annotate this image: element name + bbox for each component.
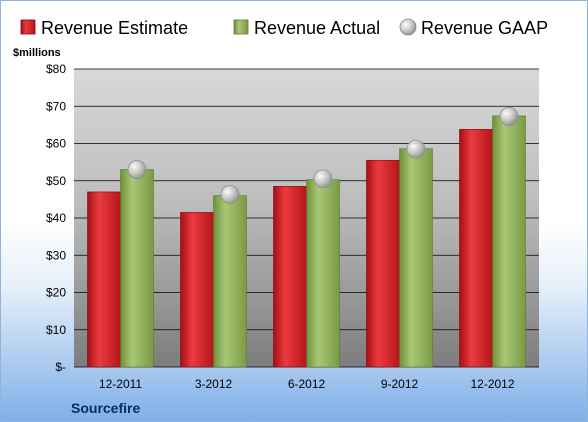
x-tick-label: 9-2012 bbox=[381, 377, 419, 391]
bar-actual bbox=[120, 169, 154, 368]
y-tick-label: $40 bbox=[46, 211, 66, 225]
y-tick-label: $80 bbox=[46, 62, 66, 76]
y-tick-label: $30 bbox=[46, 248, 66, 262]
gaap-marker bbox=[406, 139, 426, 159]
y-tick-label: $50 bbox=[46, 174, 66, 188]
gaap-marker bbox=[313, 169, 333, 189]
bar-estimate bbox=[459, 129, 493, 368]
gaap-marker bbox=[499, 106, 519, 126]
legend-label: Revenue Actual bbox=[254, 18, 380, 38]
legend-label: Revenue Estimate bbox=[41, 18, 188, 38]
legend-label: Revenue GAAP bbox=[421, 18, 548, 38]
legend-swatch bbox=[399, 18, 417, 36]
y-tick-label: $10 bbox=[46, 323, 66, 337]
gaap-marker bbox=[127, 160, 147, 179]
y-axis-labels: $- $10 $20 $30 $40 $50 $60 $70 $80 bbox=[46, 62, 66, 374]
gaap-markers bbox=[127, 106, 519, 204]
bar-estimate bbox=[366, 159, 400, 368]
y-tick-label: $- bbox=[55, 360, 66, 374]
y-tick-label: $20 bbox=[46, 286, 66, 300]
bar-actual bbox=[306, 179, 340, 368]
legend: Revenue Estimate Revenue Actual Revenue GA… bbox=[20, 18, 548, 38]
legend-swatch bbox=[20, 19, 36, 35]
y-tick-label: $60 bbox=[46, 137, 66, 151]
gaap-marker bbox=[220, 185, 240, 204]
x-tick-label: 12-2011 bbox=[99, 377, 142, 391]
legend-swatch bbox=[233, 19, 249, 35]
y-tick-label: $70 bbox=[46, 99, 66, 113]
bar-estimate bbox=[87, 191, 121, 368]
x-tick-label: 6-2012 bbox=[288, 377, 326, 391]
x-tick-label: 12-2012 bbox=[470, 377, 514, 391]
bar-actual bbox=[399, 148, 433, 368]
bar-actual bbox=[213, 195, 247, 368]
bar-estimate bbox=[180, 212, 214, 368]
y-axis-title: $millions bbox=[13, 47, 61, 59]
bars bbox=[87, 115, 526, 368]
company-name: Sourcefire bbox=[71, 400, 140, 416]
x-tick-label: 3-2012 bbox=[195, 377, 233, 391]
bar-actual bbox=[492, 115, 526, 368]
x-axis-labels: 12-2011 3-2012 6-2012 9-2012 12-2012 bbox=[99, 377, 515, 391]
bar-estimate bbox=[273, 186, 307, 368]
